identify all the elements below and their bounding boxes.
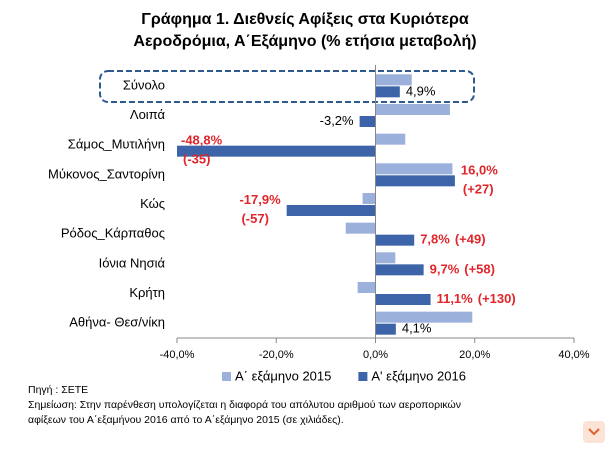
value-label: -48,8% [181, 133, 223, 148]
difference-label: (+49) [455, 232, 486, 247]
note: Πηγή : ΣΕΤΕ [28, 384, 88, 396]
value-label: -17,9% [239, 192, 281, 207]
y-tick-label: Αθήνα- Θεσ/νίκη [69, 315, 165, 330]
plot-area [177, 74, 473, 335]
value-label: 9,7% [430, 261, 460, 276]
y-tick-label: Σάμος_Μυτιλήνη [68, 137, 165, 152]
value-label: 7,8% [420, 232, 450, 247]
y-tick-label: Λοιπά [130, 107, 166, 122]
y-tick-label: Κρήτη [129, 285, 165, 300]
x-tick-label: -20,0% [259, 349, 294, 361]
value-label: 4,1% [402, 321, 432, 336]
difference-label: (-57) [241, 211, 268, 226]
value-label: 16,0% [461, 162, 498, 177]
bar [375, 252, 396, 264]
bar [357, 282, 376, 293]
legend-swatch [358, 372, 368, 381]
difference-label: (+130) [478, 291, 516, 306]
note: Σημείωση: Στην παρένθεση υπολογίζεται η … [28, 399, 461, 411]
bar [375, 163, 453, 175]
note: αφίξεων του Α΄εξαμήνου 2016 από το Α΄εξά… [28, 414, 344, 426]
difference-label: (+27) [463, 181, 494, 196]
bar [362, 193, 376, 204]
bar [359, 116, 376, 127]
corner-icon [583, 421, 605, 443]
legend-swatch [222, 372, 231, 381]
value-label: 11,1% [437, 291, 474, 306]
bar [375, 323, 396, 335]
y-tick-label: Ρόδος_Κάρπαθος [61, 226, 165, 241]
chart-title: Γράφημα 1. Διεθνείς Αφίξεις στα Κυριότερ… [141, 11, 469, 28]
bar [286, 205, 376, 216]
x-tick-label: 0,0% [363, 349, 388, 361]
value-label: -3,2% [320, 113, 354, 128]
bar [375, 264, 424, 276]
legend-label: Α' εξάμηνο 2016 [371, 368, 466, 383]
bar [375, 175, 455, 187]
bar [375, 294, 431, 305]
x-tick-label: 20,0% [459, 349, 490, 361]
x-tick-label: -40,0% [160, 349, 195, 361]
bar [375, 74, 412, 86]
highlight-box [99, 70, 475, 103]
bar [375, 234, 415, 246]
bar [345, 222, 376, 234]
value-label: 4,9% [406, 83, 436, 98]
bar [375, 133, 406, 145]
bar [375, 104, 450, 115]
y-tick-label: Μύκονος_Σαντορίνη [48, 166, 165, 181]
difference-label: (-35) [183, 152, 210, 167]
bar [375, 86, 400, 98]
y-tick-label: Σύνολο [123, 77, 165, 92]
bar [375, 311, 473, 323]
legend-label: Α΄ εξάμηνο 2015 [235, 368, 331, 383]
chart-title: Αεροδρόμια, Α΄Εξάμηνο (% ετήσια μεταβολή… [133, 33, 476, 50]
x-tick-label: 40,0% [558, 349, 589, 361]
bar [177, 145, 376, 157]
y-tick-label: Κώς [140, 196, 165, 211]
y-tick-label: Ιόνια Νησιά [99, 255, 166, 270]
difference-label: (+58) [464, 261, 495, 276]
